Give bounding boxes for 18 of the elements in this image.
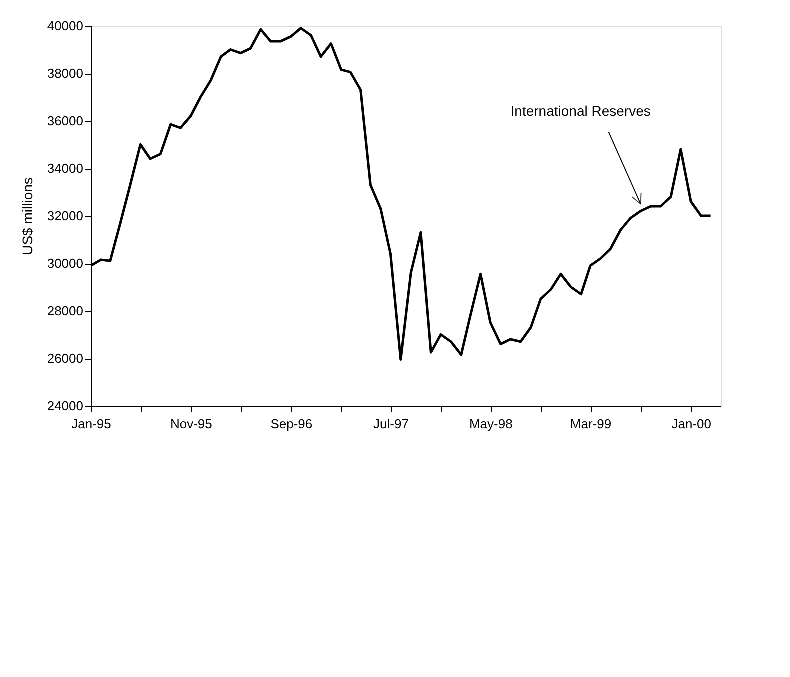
- x-tick-label: May-98: [469, 416, 513, 432]
- x-tick-label: Mar-99: [570, 416, 612, 432]
- y-tick-label: 40000: [47, 18, 84, 34]
- y-tick-label: 28000: [47, 304, 84, 318]
- annotation: International Reserves: [510, 103, 651, 120]
- y-tick-label: 32000: [47, 208, 84, 224]
- y-tick-label: 36000: [47, 114, 84, 128]
- x-tick-label: Nov-95: [170, 416, 212, 432]
- x-tick-label: Jan-95: [72, 416, 112, 432]
- y-tick-label: 26000: [47, 351, 84, 366]
- y-axis-title: US$ millions: [19, 178, 36, 256]
- y-tick-label: 24000: [47, 398, 84, 414]
- y-tick-label: 34000: [47, 161, 84, 176]
- y-tick-label: 30000: [47, 256, 84, 271]
- x-tick-label: Jan-00: [672, 416, 712, 432]
- x-tick-label: Sep-96: [270, 416, 313, 432]
- x-tick-label: Jul-97: [374, 416, 409, 432]
- y-tick-label: 38000: [47, 66, 84, 81]
